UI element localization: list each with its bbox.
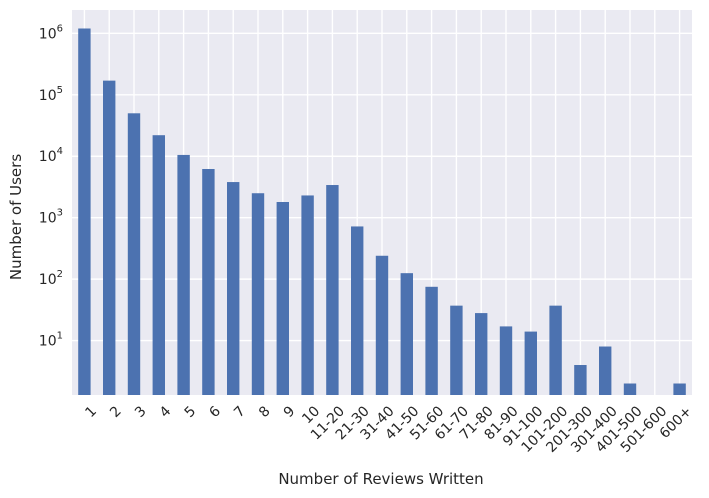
bar-21-30 (351, 226, 364, 395)
bar-71-80 (475, 313, 488, 395)
x-tick-label: 2 (107, 403, 125, 421)
y-tick-labels: 101 102 103 104 105 106 (39, 23, 63, 349)
bar-101-200 (549, 305, 562, 395)
bar-301-400 (599, 346, 612, 395)
bar-61-70 (450, 305, 463, 395)
x-tick-label: 9 (281, 403, 299, 421)
x-tick-label: 7 (231, 403, 249, 421)
bar-10 (301, 195, 314, 395)
y-tick-label: 101 (39, 331, 63, 350)
bar-7 (227, 182, 240, 395)
y-tick-label: 105 (39, 85, 63, 104)
y-axis-title: Number of Users (7, 154, 25, 280)
x-tick-labels: 1 2 3 4 5 6 7 8 9 1011-2021-3031-4041-5051-6061-7… (82, 403, 695, 456)
bar-2 (103, 80, 116, 396)
bar-8 (251, 193, 265, 395)
bar-6 (202, 168, 215, 395)
bar-201-300 (574, 365, 587, 395)
x-tick-label: 8 (256, 403, 274, 421)
bar-9 (276, 201, 289, 395)
x-tick-label: 6 (206, 403, 224, 421)
bar-11-20 (326, 185, 339, 395)
bar-401-500 (623, 383, 637, 395)
bar-81-90 (499, 326, 513, 395)
bar-91-100 (524, 331, 537, 395)
bar-41-50 (400, 273, 413, 395)
x-tick-label: 1 (82, 403, 100, 421)
bar-4 (152, 135, 165, 395)
bar-600+ (673, 383, 686, 395)
bars (78, 28, 686, 396)
x-tick-label: 5 (182, 403, 200, 421)
bar-3 (127, 113, 141, 395)
bar-5 (177, 154, 190, 395)
y-tick-label: 104 (39, 146, 63, 165)
x-tick-label: 3 (132, 403, 150, 421)
bar-51-60 (425, 286, 438, 395)
bar-31-40 (375, 255, 389, 395)
y-tick-label: 106 (39, 23, 63, 42)
x-tick-label: 4 (157, 403, 175, 421)
bar-1 (78, 28, 91, 396)
y-tick-label: 102 (39, 269, 63, 288)
x-axis-title: Number of Reviews Written (278, 470, 483, 488)
y-tick-label: 103 (39, 208, 63, 227)
